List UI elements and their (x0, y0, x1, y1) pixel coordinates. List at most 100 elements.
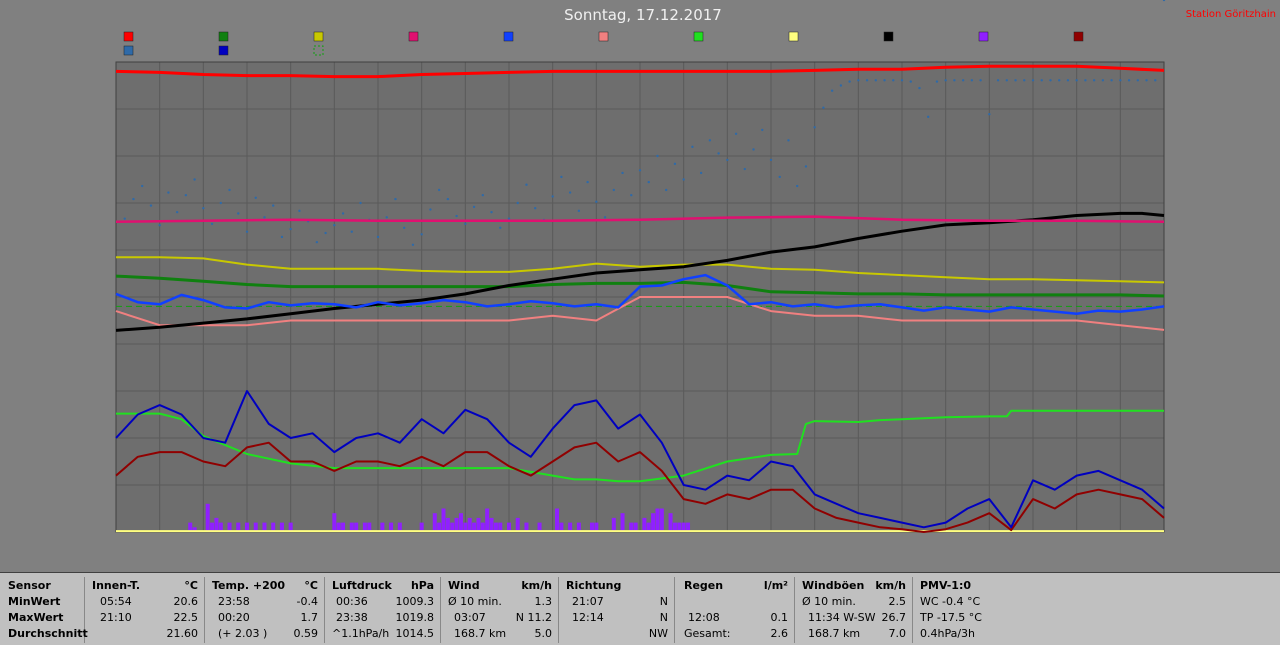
direction-point (481, 193, 484, 197)
wind-avg-value: 5.0 (534, 627, 553, 640)
direction-point (883, 79, 886, 82)
rain-bar (594, 522, 599, 532)
direction-point (315, 240, 319, 244)
maxwert-label: MaxWert (8, 611, 64, 624)
footer-col-regen: Regen l/m² 12:08 0.1 Gesamt: 2.6 (680, 577, 795, 643)
footer-col-richtung: Richtung 21:07 N 12:14 N NW (562, 577, 675, 643)
innen-header: Innen-T. (92, 579, 141, 592)
wind-header: Wind (448, 579, 480, 592)
rain-bar (555, 508, 560, 532)
windboeen-max-time: 11:34 W-SW (808, 611, 876, 624)
direction-point (499, 226, 502, 230)
rain-bar (214, 517, 219, 532)
direction-point (324, 231, 327, 235)
direction-point (149, 204, 153, 207)
filled-square-icon (218, 45, 229, 56)
direction-point (1058, 79, 1061, 82)
series-line-innen-t (115, 64, 1165, 79)
rain-bar (524, 522, 529, 532)
durchschnitt-label: Durchschnitt (8, 627, 88, 640)
windboeen-min-label: Ø 10 min. (802, 595, 856, 608)
direction-point (455, 214, 458, 218)
rain-bar (288, 522, 293, 532)
direction-point (1005, 79, 1008, 82)
rain-bar (668, 513, 673, 532)
footer-col-sensor: Sensor MinWert MaxWert Durchschnitt (4, 577, 88, 643)
series-line-temp-5 (116, 256, 1165, 284)
footer-col-temp200: Temp. +200 °C 23:58 -0.4 00:20 1.7 (+ 2.03 … (208, 577, 325, 643)
footer-table: Sensor MinWert MaxWert Durchschnitt Inne… (0, 572, 1280, 645)
regen-total-value: 2.6 (770, 627, 789, 640)
direction-point (988, 113, 991, 116)
direction-point (979, 79, 982, 82)
wind-distance: 168.7 km (454, 627, 507, 640)
direction-point (761, 128, 764, 132)
direction-point (796, 184, 799, 188)
rain-bar (620, 513, 625, 532)
direction-point (289, 227, 292, 231)
rain-bar (271, 522, 276, 532)
minwert-label: MinWert (8, 595, 61, 608)
direction-point (656, 154, 659, 158)
direction-point (586, 180, 589, 184)
temp200-avg-value: 0.59 (293, 627, 319, 640)
wind-max-time: 03:07 (454, 611, 486, 624)
rain-bar (341, 522, 346, 532)
rain-bar (253, 522, 258, 532)
direction-point (970, 79, 974, 82)
direction-point (996, 79, 1000, 82)
rain-bar (493, 522, 498, 532)
direction-point (132, 197, 135, 201)
direction-point (376, 235, 380, 239)
richtung-min-time: 21:07 (572, 595, 604, 608)
rain-bar (537, 522, 542, 532)
direction-point (228, 188, 231, 192)
direction-point (1031, 79, 1035, 82)
temp200-unit: °C (304, 579, 318, 592)
rain-bar (236, 522, 241, 532)
rain-bar (515, 517, 520, 532)
chart-marks (115, 0, 1166, 533)
direction-point (1049, 79, 1052, 82)
direction-point (726, 158, 729, 162)
series-line-windb-en (115, 390, 1165, 529)
direction-point (857, 79, 860, 82)
temp200-header: Temp. +200 (212, 579, 286, 592)
direction-point (682, 178, 685, 181)
filled-square-icon (218, 31, 229, 42)
temp200-max-value: 1.7 (300, 611, 319, 624)
rain-bar (485, 508, 490, 532)
rain-bar (655, 508, 660, 532)
filled-square-icon (978, 31, 989, 42)
direction-point (665, 188, 668, 192)
direction-point (341, 212, 345, 215)
direction-point (900, 79, 904, 82)
filled-square-icon (313, 31, 324, 42)
direction-point (210, 222, 214, 226)
direction-point (822, 106, 825, 109)
rain-bar (245, 522, 249, 532)
direction-point (429, 208, 432, 211)
weather-chart: Sonntag, 17.12.2017 Station Göritzhain (115, 0, 1276, 533)
rain-bar (458, 513, 463, 532)
wind-min-label: Ø 10 min. (448, 595, 502, 608)
direction-point (193, 178, 196, 181)
direction-point (568, 191, 572, 194)
direction-point (245, 230, 249, 233)
direction-point (1075, 79, 1078, 82)
direction-point (525, 183, 528, 186)
direction-point (254, 196, 257, 199)
direction-point (769, 158, 773, 162)
direction-point (961, 79, 965, 82)
legend-item (123, 45, 134, 56)
filled-square-icon (408, 31, 419, 42)
windboeen-unit: km/h (875, 579, 906, 592)
rain-bar (437, 522, 442, 532)
direction-point (717, 152, 720, 155)
direction-point (411, 243, 415, 246)
direction-point (1101, 79, 1105, 82)
series-line-windchill-x (115, 273, 1165, 315)
pmv-header: PMV-1:0 (920, 579, 971, 592)
regen-unit: l/m² (763, 579, 788, 592)
direction-point (403, 226, 406, 230)
